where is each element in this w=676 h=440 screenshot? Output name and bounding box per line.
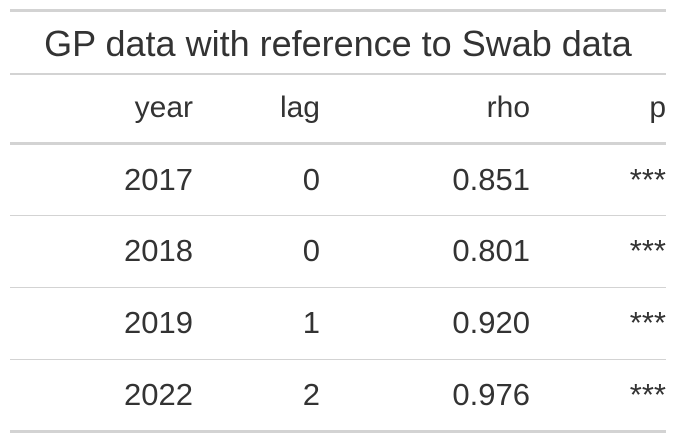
cell-rho: 0.801 [320,215,530,288]
cell-rho: 0.920 [320,287,530,360]
results-table: GP data with reference to Swab data year… [10,9,666,433]
cell-lag: 0 [193,215,320,288]
cell-p: *** [530,143,666,216]
cell-lag: 1 [193,287,320,360]
table-row: 2019 1 0.920 *** [10,287,666,360]
column-header-rho: rho [320,75,530,145]
column-header-year: year [10,75,193,145]
cell-p: *** [530,287,666,360]
cell-year: 2017 [10,143,193,216]
cell-year: 2018 [10,215,193,288]
cell-p: *** [530,359,666,433]
column-header-p: p [530,75,666,145]
column-header-lag: lag [193,75,320,145]
cell-lag: 0 [193,143,320,216]
cell-lag: 2 [193,359,320,433]
table-top-rule [10,9,666,12]
cell-rho: 0.976 [320,359,530,433]
table-row: 2022 2 0.976 *** [10,359,666,433]
cell-year: 2022 [10,359,193,433]
data-table: year lag rho p 2017 0 0.851 *** 2018 0 0… [10,75,666,433]
cell-p: *** [530,215,666,288]
table-row: 2017 0 0.851 *** [10,143,666,216]
table-title: GP data with reference to Swab data [10,12,666,75]
table-row: 2018 0 0.801 *** [10,215,666,288]
cell-year: 2019 [10,287,193,360]
cell-rho: 0.851 [320,143,530,216]
header-row: year lag rho p [10,75,666,145]
